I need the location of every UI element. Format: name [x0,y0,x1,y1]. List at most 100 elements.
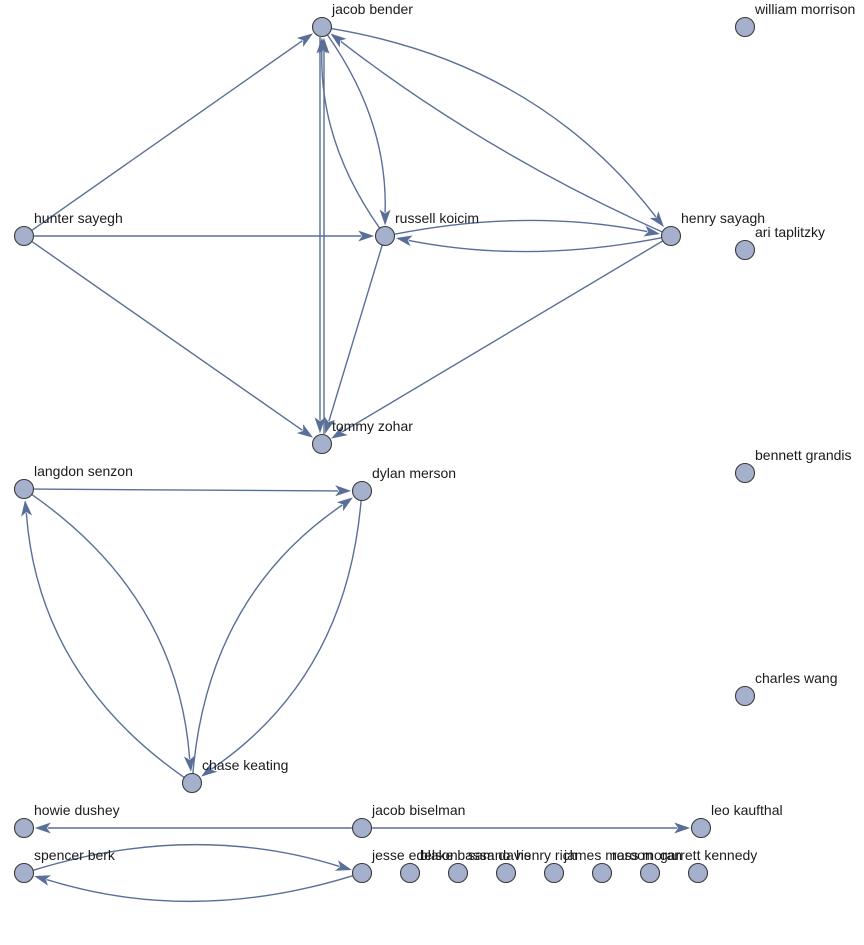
edge-line [31,494,191,759]
node-label-ross-moran: ross moran [612,847,682,863]
edge-arrowhead [183,755,195,772]
edge-arrowhead [379,209,391,226]
edge-russell-koicim-to-tommy-zohar [324,244,383,434]
node-label-garrett-kennedy: garrett kennedy [660,847,757,863]
node-sam-davis[interactable] [447,862,469,884]
node-label-leo-kaufthal: leo kaufthal [711,802,783,818]
edge-arrowhead [318,37,330,54]
edge-hunter-sayegh-to-jacob-bender [31,33,314,231]
node-label-james-maroon: james maroon [563,847,653,863]
node-unlabeled[interactable] [687,862,709,884]
edge-chase-keating-to-langdon-senzon [21,500,185,778]
node-langdon-senzon[interactable] [13,478,35,500]
node-label-bennett-grandis: bennett grandis [755,447,852,463]
edge-line [192,504,343,774]
edge-line [211,500,362,770]
edge-henry-sayagh-to-russell-koicim [395,235,662,253]
edge-line [408,237,662,253]
edge-arrowhead [395,235,413,247]
node-spencer-berk[interactable] [13,862,35,884]
edge-arrowhead [335,860,352,871]
node-chase-keating[interactable] [181,772,203,794]
edge-line [331,27,657,218]
node-bennett-grandis[interactable] [734,462,756,484]
node-label-jacob-bender: jacob bender [331,1,413,17]
nodes [13,16,756,884]
node-label-sam-davis: sam davis [468,847,531,863]
edge-tommy-zohar-to-jacob-bender [318,37,330,434]
node-henry-sayagh[interactable] [660,225,682,247]
edge-jacob-biselman-to-howie-dushey [34,822,352,834]
node-jesse-edelson[interactable] [351,862,373,884]
node-label-langdon-senzon: langdon senzon [34,463,133,479]
edge-line [31,40,303,231]
node-label-william-morrison: william morrison [754,1,855,17]
edge-henry-sayagh-to-tommy-zohar [331,240,663,439]
node-label-jacob-biselman: jacob biselman [371,802,465,818]
node-label-russell-koicim: russell koicim [395,210,479,226]
edge-line [340,40,663,233]
edge-russell-koicim-to-jacob-bender [316,37,381,229]
node-jacob-biselman[interactable] [351,817,373,839]
node-ross-moran[interactable] [591,862,613,884]
edge-line [34,488,339,492]
node-charles-wang[interactable] [734,685,756,707]
edge-arrowhead [324,416,336,434]
edge-line [33,843,340,871]
node-hunter-sayegh[interactable] [13,225,35,247]
edge-arrowhead [358,230,375,242]
node-label-blake-bassano: blake bassano [420,847,511,863]
edge-jacob-biselman-to-leo-kaufthal [372,822,691,834]
edge-arrowhead [296,424,314,438]
edge-arrowhead [34,875,51,886]
edge-line [25,513,185,778]
edge-arrowhead [649,211,664,228]
edge-arrowhead [34,822,51,834]
node-labels: jacob bender william morrison hunter sayeg… [34,1,855,863]
node-howie-dushey[interactable] [13,817,35,839]
node-russell-koicim[interactable] [374,225,396,247]
node-blake-bassano[interactable] [399,862,421,884]
edge-line [328,244,383,422]
edge-line [341,240,663,433]
node-tommy-zohar[interactable] [311,433,333,455]
node-ari-taplitzky[interactable] [734,239,756,261]
edge-jacob-bender-to-henry-sayagh [331,27,664,228]
edge-arrowhead [643,225,661,237]
edge-spencer-berk-to-jesse-edelson [33,843,352,871]
edge-arrowhead [331,425,348,439]
edge-henry-sayagh-to-jacob-bender [330,33,663,233]
node-label-ari-taplitzky: ari taplitzky [755,224,825,240]
node-leo-kaufthal[interactable] [690,817,712,839]
node-label-tommy-zohar: tommy zohar [332,418,413,434]
edge-langdon-senzon-to-dylan-merson [34,485,352,497]
node-henry-rich[interactable] [495,862,517,884]
node-garrett-kennedy[interactable] [639,862,661,884]
edge-line [31,241,303,431]
node-jacob-bender[interactable] [311,16,333,38]
node-label-chase-keating: chase keating [202,757,288,773]
node-label-henry-sayagh: henry sayagh [681,210,765,226]
edge-arrowhead [296,33,314,47]
edge-hunter-sayegh-to-tommy-zohar [31,241,314,438]
edge-hunter-sayegh-to-russell-koicim [34,230,375,242]
node-label-dylan-merson: dylan merson [372,465,456,481]
node-label-henry-rich: henry rich [516,847,577,863]
node-label-charles-wang: charles wang [755,670,838,686]
edge-arrowhead [335,485,352,497]
edge-arrowhead [21,500,33,517]
edge-line [46,875,353,903]
node-dylan-merson[interactable] [351,480,373,502]
edge-jesse-edelson-to-spencer-berk [34,875,353,903]
edge-arrowhead [330,33,347,48]
edge-line [321,50,381,229]
node-william-morrison[interactable] [734,16,756,38]
edge-arrowhead [314,417,326,434]
edges [21,27,691,903]
edge-line [394,219,648,235]
edge-line [326,34,386,213]
edge-jacob-bender-to-tommy-zohar [314,36,326,434]
node-james-maroon[interactable] [543,862,565,884]
edge-arrowhead [336,497,353,512]
